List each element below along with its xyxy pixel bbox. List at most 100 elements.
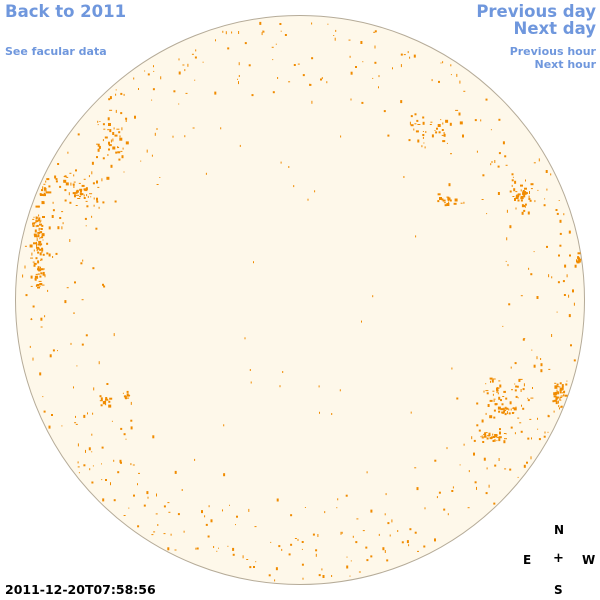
facula-spot [366, 471, 368, 474]
facula-spot [108, 148, 110, 151]
facula-spot [484, 432, 487, 436]
facula-spot [30, 257, 34, 259]
facula-spot [543, 435, 546, 438]
facula-spot [220, 127, 222, 130]
facula-spot [349, 55, 351, 58]
facula-spot [502, 407, 506, 409]
facula-spot [498, 396, 501, 400]
facula-spot [448, 201, 450, 204]
facula-spot [156, 493, 157, 497]
facula-spot [544, 431, 546, 434]
next-day-link[interactable]: Next day [513, 19, 596, 38]
facula-spot [314, 190, 316, 193]
facula-spot [57, 226, 60, 230]
back-to-year-link[interactable]: Back to 2011 [5, 2, 127, 21]
next-hour-link[interactable]: Next hour [534, 58, 597, 71]
facula-spot [345, 494, 348, 497]
facula-spot [113, 333, 115, 337]
see-facular-data-link[interactable]: See facular data [5, 45, 107, 58]
facula-spot [485, 492, 488, 495]
facula-spot [559, 389, 562, 392]
facula-spot [503, 433, 506, 434]
facula-spot [423, 142, 425, 144]
facula-spot [121, 127, 123, 131]
facula-spot [517, 417, 520, 419]
facula-spot [115, 109, 117, 113]
facula-spot [437, 193, 441, 196]
facula-spot [506, 237, 508, 241]
facula-spot [39, 221, 41, 223]
facula-spot [88, 175, 90, 178]
facula-spot [205, 172, 207, 175]
facula-spot [222, 30, 224, 33]
facula-spot [459, 80, 461, 84]
facula-spot [262, 30, 264, 33]
facula-spot [92, 465, 94, 467]
facula-spot [319, 411, 320, 414]
facula-spot [408, 544, 410, 547]
facula-spot [208, 505, 210, 508]
facula-spot [480, 119, 482, 122]
facula-spot [518, 378, 521, 382]
facula-spot [497, 192, 500, 195]
facula-spot [556, 385, 559, 387]
facula-spot [486, 467, 488, 470]
facula-spot [492, 378, 496, 380]
facula-spot [493, 400, 495, 402]
facula-spot [123, 515, 126, 516]
facula-spot [372, 295, 374, 298]
facula-spot [530, 456, 532, 460]
facula-spot [498, 410, 501, 413]
facula-spot [207, 535, 210, 538]
facula-spot [532, 387, 533, 389]
facula-spot [46, 252, 49, 255]
facula-spot [528, 267, 530, 270]
facula-spot [506, 209, 508, 213]
facula-spot [511, 179, 514, 182]
facula-spot [456, 73, 458, 77]
facula-spot [397, 530, 399, 532]
facula-spot [151, 154, 153, 157]
facula-spot [496, 387, 500, 389]
facula-spot [430, 121, 433, 123]
facula-spot [517, 397, 519, 399]
previous-day-link[interactable]: Previous day [476, 2, 596, 21]
facula-spot [81, 184, 85, 187]
facula-spot [42, 272, 45, 276]
facula-spot [559, 391, 562, 394]
facula-spot [118, 131, 121, 134]
facula-spot [85, 200, 88, 202]
facula-spot [383, 110, 386, 113]
facula-spot [501, 403, 504, 406]
facula-spot [101, 446, 104, 449]
facula-spot [511, 173, 514, 176]
facula-spot [486, 435, 489, 437]
facula-spot [498, 438, 501, 442]
facula-spot [302, 74, 305, 77]
facula-spot [254, 526, 257, 528]
facula-spot [288, 81, 291, 83]
facula-spot [474, 481, 477, 484]
facula-spot [108, 98, 111, 101]
facula-spot [92, 412, 94, 415]
facula-spot [152, 88, 155, 91]
facula-spot [61, 211, 64, 213]
facula-spot [109, 397, 113, 400]
facula-spot [434, 538, 436, 542]
facula-spot [409, 528, 412, 531]
facula-spot [372, 77, 374, 79]
facula-spot [559, 219, 562, 223]
facula-spot [108, 400, 111, 403]
facula-spot [442, 199, 446, 202]
facula-spot [39, 285, 41, 287]
facula-spot [159, 177, 161, 178]
facula-spot [481, 435, 483, 439]
facula-spot [503, 390, 506, 393]
facula-spot [38, 214, 40, 217]
facula-spot [125, 438, 127, 440]
facula-spot [297, 63, 300, 65]
facula-spot [49, 354, 52, 358]
previous-hour-link[interactable]: Previous hour [509, 45, 596, 58]
facula-spot [39, 248, 42, 251]
facula-spot [108, 141, 110, 145]
